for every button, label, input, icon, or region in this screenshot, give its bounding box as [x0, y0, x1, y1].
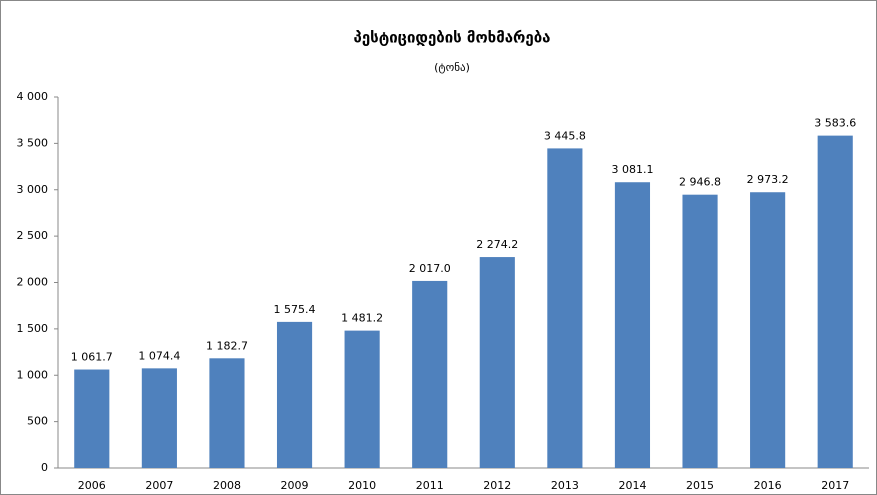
- x-tick-label: 2017: [821, 479, 849, 492]
- value-label: 2 274.2: [476, 238, 518, 251]
- chart-subtitle: (ტონა): [434, 61, 470, 74]
- y-tick-label: 4 000: [17, 90, 49, 103]
- x-tick-label: 2009: [281, 479, 309, 492]
- x-tick-label: 2006: [78, 479, 106, 492]
- value-label: 2 946.8: [679, 176, 721, 189]
- y-tick-label: 500: [27, 415, 48, 428]
- value-label: 2 973.2: [747, 173, 789, 186]
- chart-title: პესტიციდების მოხმარება: [354, 29, 551, 47]
- value-label: 1 481.2: [341, 312, 383, 325]
- bar: [750, 192, 786, 468]
- bar: [344, 330, 380, 468]
- bar: [479, 257, 515, 468]
- x-tick-label: 2012: [483, 479, 511, 492]
- y-tick-label: 0: [41, 461, 48, 474]
- y-tick-label: 1 000: [17, 368, 49, 381]
- y-tick-label: 3 500: [17, 136, 49, 149]
- value-label: 2 017.0: [409, 262, 451, 275]
- y-tick-label: 3 000: [17, 183, 49, 196]
- y-tick-label: 2 000: [17, 276, 49, 289]
- bar: [141, 368, 177, 468]
- value-label: 1 182.7: [206, 339, 248, 352]
- value-label: 3 081.1: [611, 163, 653, 176]
- value-label: 3 445.8: [544, 129, 586, 142]
- bar: [412, 280, 448, 468]
- value-label: 3 583.6: [814, 117, 856, 130]
- x-tick-label: 2014: [618, 479, 646, 492]
- x-tick-label: 2016: [754, 479, 782, 492]
- value-label: 1 061.7: [71, 351, 113, 364]
- bar: [209, 358, 245, 468]
- bar: [817, 135, 853, 468]
- bar: [614, 182, 651, 469]
- x-tick-label: 2015: [686, 479, 714, 492]
- bar: [276, 321, 313, 468]
- x-tick-label: 2013: [551, 479, 579, 492]
- x-tick-label: 2010: [348, 479, 376, 492]
- bar: [74, 369, 110, 468]
- value-label: 1 575.4: [274, 303, 316, 316]
- bar: [682, 194, 718, 468]
- value-label: 1 074.4: [138, 349, 180, 362]
- x-tick-label: 2008: [213, 479, 241, 492]
- y-tick-label: 2 500: [17, 229, 49, 242]
- y-tick-label: 1 500: [17, 322, 49, 335]
- x-tick-label: 2007: [145, 479, 173, 492]
- bar: [547, 148, 583, 469]
- x-tick-label: 2011: [416, 479, 444, 492]
